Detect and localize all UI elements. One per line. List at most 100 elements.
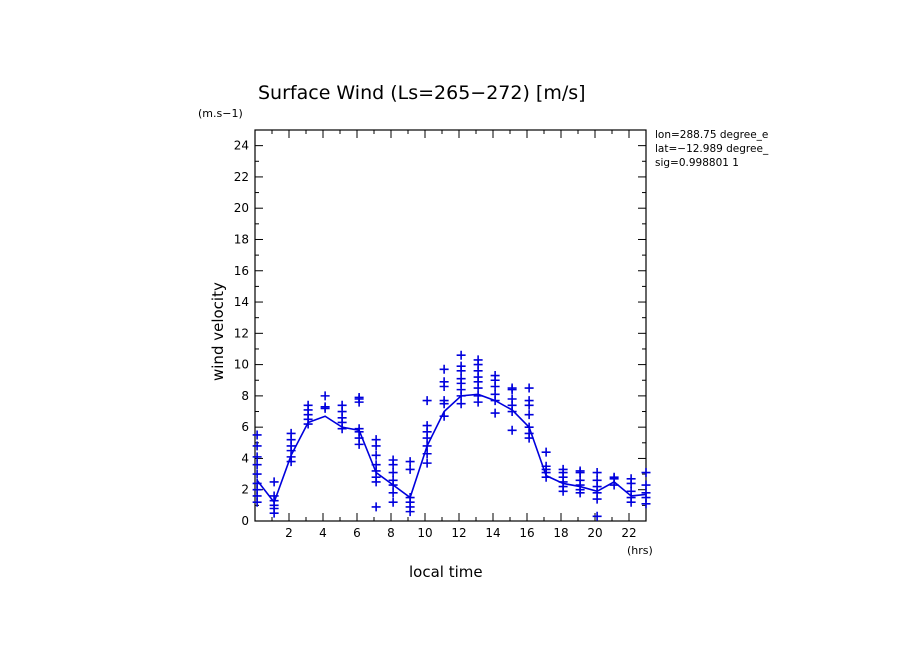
data-point — [490, 389, 500, 399]
x-tick-label: 2 — [285, 526, 293, 540]
data-point — [303, 400, 313, 410]
data-point — [405, 457, 415, 467]
info-lat: lat=−12.989 degree_ — [655, 143, 769, 155]
data-point — [252, 441, 262, 451]
data-point — [354, 424, 364, 434]
data-point — [558, 464, 568, 474]
data-point — [609, 472, 619, 482]
chart-title: Surface Wind (Ls=265−272) [m/s] — [258, 82, 586, 104]
data-point — [524, 422, 534, 432]
data-point — [541, 447, 551, 457]
x-tick-label: 12 — [451, 526, 466, 540]
data-point — [371, 435, 381, 445]
data-point — [269, 477, 279, 487]
y-tick-label: 10 — [234, 358, 249, 372]
data-point — [320, 391, 330, 401]
data-point — [371, 460, 381, 470]
data-point — [405, 464, 415, 474]
data-point — [626, 486, 636, 496]
data-point — [371, 502, 381, 512]
data-point — [473, 391, 483, 401]
data-point — [507, 383, 517, 393]
data-point — [286, 428, 296, 438]
data-point — [252, 430, 262, 440]
x-tick-label: 22 — [621, 526, 636, 540]
data-point — [388, 468, 398, 478]
data-point — [422, 458, 432, 468]
data-point — [456, 399, 466, 409]
data-point — [507, 425, 517, 435]
data-point — [388, 455, 398, 465]
data-point — [473, 355, 483, 365]
data-point — [388, 488, 398, 498]
data-point — [541, 461, 551, 471]
data-point — [524, 396, 534, 406]
series-line-mean — [256, 393, 647, 504]
x-tick-label: 10 — [417, 526, 432, 540]
data-point — [439, 411, 449, 421]
y-units-label: (m.s−1) — [198, 107, 243, 120]
data-point — [388, 497, 398, 507]
data-point — [524, 410, 534, 420]
y-tick-label: 18 — [234, 232, 249, 246]
y-axis-label: wind velocity — [209, 282, 227, 381]
info-sig: sig=0.998801 1 — [655, 157, 739, 169]
data-point — [252, 460, 262, 470]
data-point — [405, 493, 415, 503]
y-tick-label: 0 — [241, 514, 249, 528]
y-tick-label: 12 — [234, 326, 249, 340]
series-samples — [252, 350, 651, 521]
y-tick-label: 22 — [234, 170, 249, 184]
data-point — [371, 450, 381, 460]
data-point — [354, 392, 364, 402]
x-tick-label: 20 — [587, 526, 602, 540]
info-lon: lon=288.75 degree_e — [655, 129, 768, 141]
data-point — [388, 475, 398, 485]
x-tick-label: 14 — [485, 526, 500, 540]
data-point — [320, 402, 330, 412]
data-point — [439, 364, 449, 374]
x-tick-labels: 2 4 6 8 10 12 14 16 18 20 22 — [285, 526, 636, 540]
x-tick-label: 6 — [353, 526, 361, 540]
x-axis-label: local time — [409, 563, 483, 581]
data-point — [524, 383, 534, 393]
y-tick-label: 2 — [241, 483, 249, 497]
data-point — [641, 488, 651, 498]
data-point — [490, 371, 500, 381]
x-tick-label: 8 — [387, 526, 395, 540]
data-point — [592, 511, 602, 521]
x-units-label: (hrs) — [627, 544, 653, 557]
y-tick-label: 14 — [234, 295, 249, 309]
y-tick-label: 6 — [241, 420, 249, 434]
data-point — [422, 396, 432, 406]
data-point — [439, 396, 449, 406]
data-point — [269, 491, 279, 501]
data-point — [252, 478, 262, 488]
data-point — [507, 394, 517, 404]
data-point — [575, 466, 585, 476]
data-point — [252, 452, 262, 462]
y-tick-label: 16 — [234, 264, 249, 278]
data-point — [456, 350, 466, 360]
data-point — [575, 475, 585, 485]
x-tick-label: 16 — [519, 526, 534, 540]
y-tick-label: 20 — [234, 201, 249, 215]
y-tick-label: 4 — [241, 451, 249, 465]
data-point — [422, 449, 432, 459]
x-tick-label: 4 — [319, 526, 327, 540]
data-point — [490, 408, 500, 418]
data-point — [456, 374, 466, 384]
y-tick-label: 8 — [241, 389, 249, 403]
data-point — [641, 480, 651, 490]
data-point — [592, 468, 602, 478]
data-point — [422, 441, 432, 451]
data-point — [592, 475, 602, 485]
data-point — [337, 400, 347, 410]
x-tick-label: 18 — [553, 526, 568, 540]
data-point — [456, 361, 466, 371]
data-point — [252, 469, 262, 479]
data-point — [422, 421, 432, 431]
data-point — [626, 474, 636, 484]
